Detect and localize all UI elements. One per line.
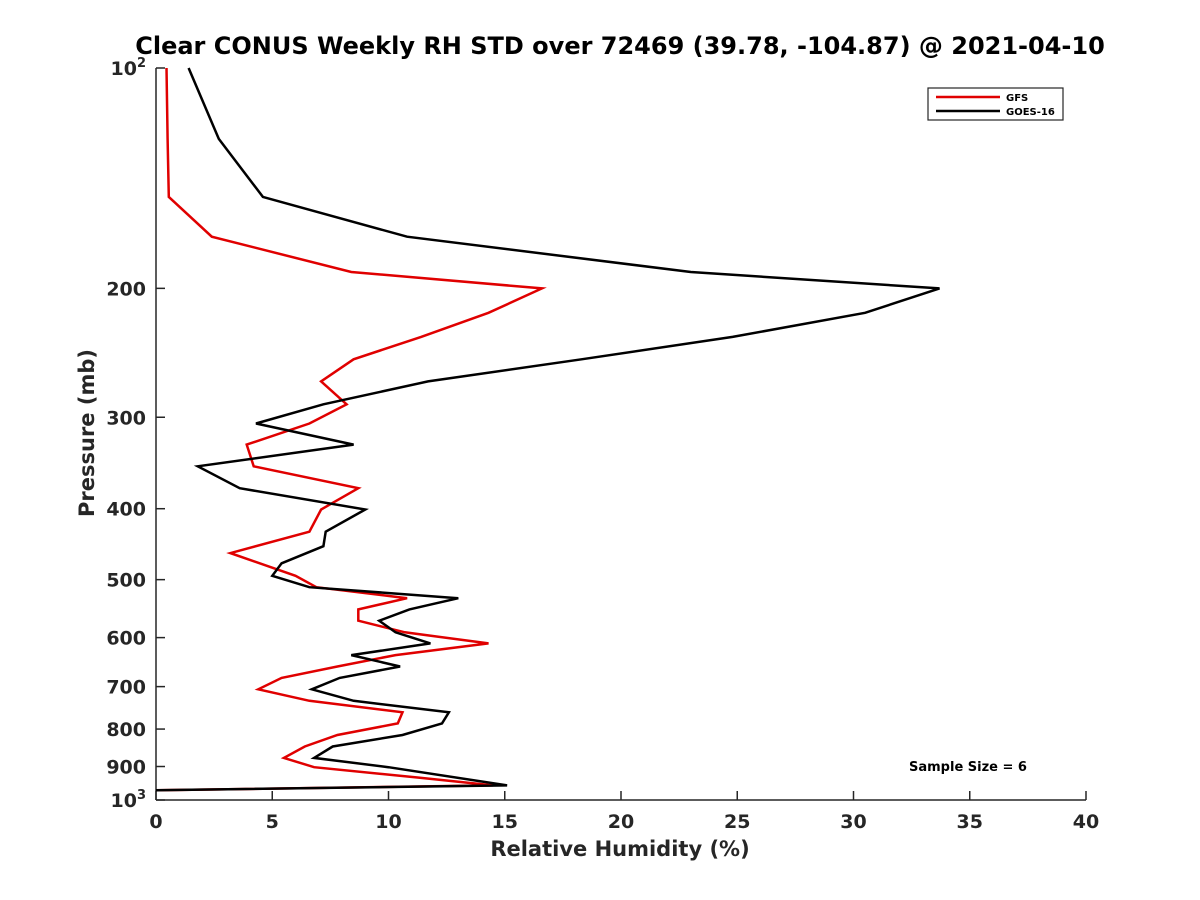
x-axis-label: Relative Humidity (%) (490, 837, 749, 861)
legend-label: GOES-16 (1006, 107, 1055, 118)
chart-title: Clear CONUS Weekly RH STD over 72469 (39… (135, 32, 1105, 60)
x-tick-label: 30 (840, 811, 866, 833)
y-tick-label: 400 (106, 499, 146, 521)
x-tick-label: 20 (608, 811, 634, 833)
y-tick-label: 700 (106, 677, 146, 699)
y-tick-label: 103 (111, 788, 147, 812)
legend-label: GFS (1006, 93, 1028, 104)
sample-size-annotation: Sample Size = 6 (909, 760, 1027, 775)
x-tick-label: 5 (266, 811, 279, 833)
y-tick-label: 300 (106, 407, 146, 429)
y-tick-label: 800 (106, 719, 146, 741)
x-tick-label: 25 (724, 811, 750, 833)
y-tick-label: 200 (106, 278, 146, 300)
legend-box (927, 87, 1064, 121)
series-line-gfs (155, 67, 547, 792)
x-tick-label: 10 (375, 811, 401, 833)
plot-area: 0 5 10 15 20 25 30 35 40 102 200 300 400 500 600 700 800… (106, 56, 1099, 833)
y-tick-label: 600 (106, 628, 146, 650)
x-tick-label: 0 (149, 811, 162, 833)
x-tick-label: 40 (1073, 811, 1099, 833)
legend: GFS GOES-16 (927, 87, 1064, 121)
y-tick-label: 500 (106, 570, 146, 592)
y-axis-label: Pressure (mb) (75, 349, 99, 517)
y-tick-label: 900 (106, 757, 146, 779)
x-tick-label: 35 (957, 811, 983, 833)
series-line-goes-16 (155, 67, 940, 792)
x-tick-label: 15 (492, 811, 518, 833)
y-tick-label: 102 (111, 56, 147, 80)
